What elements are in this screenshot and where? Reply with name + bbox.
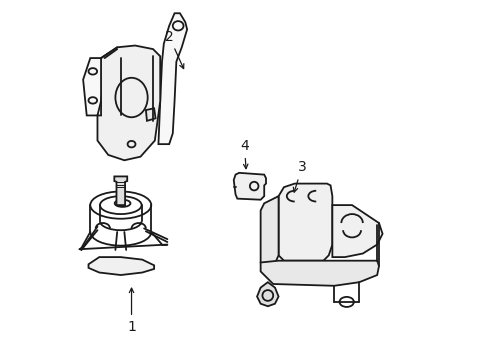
Polygon shape — [278, 184, 332, 261]
Polygon shape — [233, 173, 265, 200]
Polygon shape — [257, 282, 278, 306]
Text: 2: 2 — [164, 30, 183, 69]
Polygon shape — [97, 45, 160, 160]
Text: 1: 1 — [127, 288, 136, 334]
Polygon shape — [145, 108, 155, 121]
Text: 4: 4 — [240, 139, 248, 169]
Polygon shape — [260, 261, 378, 286]
Polygon shape — [158, 13, 187, 144]
Polygon shape — [260, 196, 278, 271]
Polygon shape — [332, 205, 382, 257]
Text: 3: 3 — [293, 161, 305, 192]
Polygon shape — [83, 58, 104, 116]
Polygon shape — [88, 257, 154, 275]
Polygon shape — [114, 176, 127, 205]
